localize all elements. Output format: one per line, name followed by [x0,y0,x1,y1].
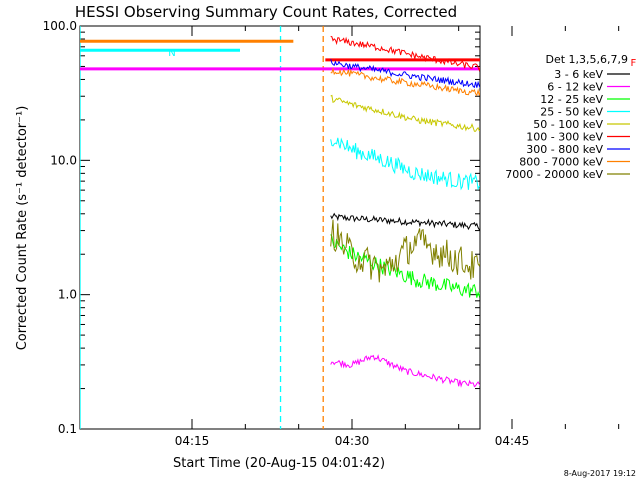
legend-item-label: 800 - 7000 keV [519,156,603,169]
footer-date: 8-Aug-2017 19:12 [564,469,636,478]
marker-label: F [630,58,636,69]
series-line-7 [330,58,480,89]
series-line-5 [330,94,480,132]
legend-item-label: 7000 - 20000 keV [505,168,603,181]
x-tick-label: 04:15 [175,434,210,448]
plot-area: 0.11.010.0100.004:1504:3004:4505:0005:15… [43,19,637,448]
series-line-1 [330,212,480,231]
chart-title: HESSI Observing Summary Count Rates, Cor… [75,3,457,21]
y-tick-label: 100.0 [43,19,77,33]
series-line-2 [330,354,480,388]
x-tick-label: 04:30 [335,434,370,448]
legend-title: Det 1,3,5,6,7,9 [545,53,628,66]
x-axis-label: Start Time (20-Aug-15 04:01:42) [173,456,385,471]
legend-item-label: 25 - 50 keV [540,106,603,119]
y-axis-label: Corrected Count Rate (s⁻¹ detector⁻¹) [15,106,30,351]
x-tick-label: 04:45 [495,434,530,448]
y-tick-label: 1.0 [58,288,77,302]
legend-item-label: 6 - 12 keV [547,81,603,94]
plot-content [80,26,480,429]
series-line-8 [330,66,480,97]
y-tick-label: 10.0 [50,153,77,167]
marker-label: N [168,48,175,59]
legend-item-label: 100 - 300 keV [526,131,603,144]
series-line-3 [330,234,480,298]
legend-item-label: 50 - 100 keV [533,118,603,131]
legend-item-label: 3 - 6 keV [554,68,603,81]
legend-item-label: 12 - 25 keV [540,93,603,106]
series-line-6 [330,35,480,72]
y-tick-label: 0.1 [58,422,77,436]
series-line-9 [330,219,480,283]
legend-item-label: 300 - 800 keV [526,143,603,156]
series-line-4 [330,137,480,191]
